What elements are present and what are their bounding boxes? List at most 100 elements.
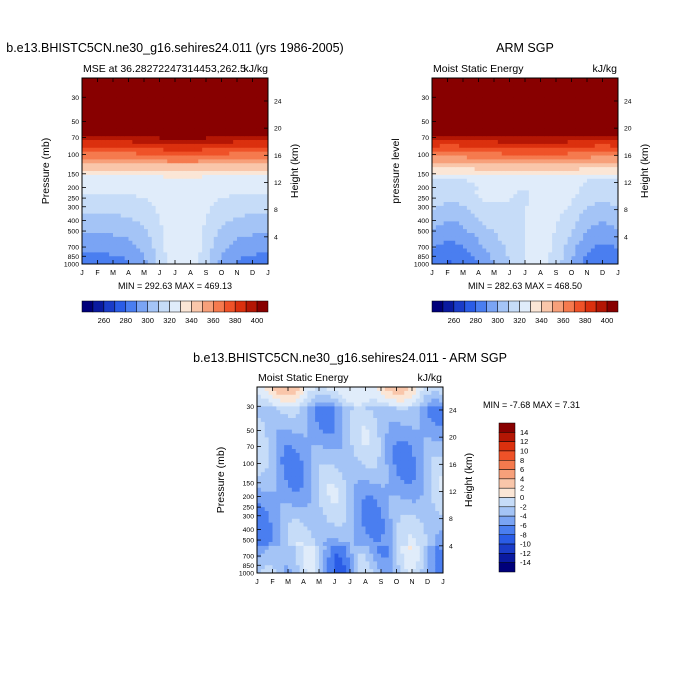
heatmap-cell <box>217 101 222 106</box>
heatmap-cell <box>132 132 137 137</box>
heatmap-cell <box>536 174 541 180</box>
heatmap-cell <box>490 233 495 238</box>
heatmap-cell <box>82 194 87 199</box>
heatmap-cell <box>501 209 507 215</box>
heatmap-cell <box>501 140 507 145</box>
heatmap-cell <box>171 194 176 199</box>
heatmap-cell <box>182 167 188 172</box>
heatmap-cell <box>571 240 576 246</box>
heatmap-cell <box>240 186 246 191</box>
heatmap-cell <box>548 236 553 242</box>
heatmap-cell <box>548 240 553 246</box>
heatmap-cell <box>610 81 615 87</box>
heatmap-cell <box>217 116 222 122</box>
heatmap-cell <box>540 85 545 91</box>
heatmap-cell <box>486 171 491 176</box>
heatmap-cell <box>221 252 226 257</box>
heatmap-cell <box>109 194 114 199</box>
heatmap-cell <box>540 112 545 118</box>
heatmap-cell <box>163 155 168 160</box>
heatmap-cell <box>598 171 603 176</box>
heatmap-cell <box>213 178 219 184</box>
heatmap-cell <box>528 171 534 176</box>
heatmap-cell <box>225 120 230 125</box>
heatmap-cell <box>89 78 95 83</box>
heatmap-cell <box>544 233 549 238</box>
heatmap-cell <box>513 221 518 226</box>
heatmap-cell <box>432 163 437 168</box>
heatmap-cell <box>140 190 145 195</box>
heatmap-cell <box>132 78 137 83</box>
heatmap-cell <box>93 151 98 156</box>
heatmap-cell <box>590 140 596 145</box>
right-tick-label: 12 <box>274 180 282 187</box>
heatmap-cell <box>505 105 510 110</box>
heatmap-cell <box>167 93 172 98</box>
heatmap-cell <box>93 124 98 129</box>
heatmap-cell <box>105 78 110 83</box>
heatmap-cell <box>501 147 507 153</box>
heatmap-cell <box>252 171 257 176</box>
heatmap-cell <box>587 209 592 215</box>
heatmap-cell <box>598 81 603 87</box>
heatmap-cell <box>264 260 269 265</box>
heatmap-cell <box>264 81 269 87</box>
heatmap-cell <box>167 174 172 180</box>
heatmap-cell <box>501 85 507 91</box>
heatmap-cell <box>147 209 153 215</box>
heatmap-cell <box>217 112 222 118</box>
heatmap-cell <box>451 190 456 195</box>
heatmap-cell <box>167 256 172 261</box>
heatmap-cell <box>244 244 250 249</box>
heatmap-cell <box>509 85 514 91</box>
heatmap-cell <box>606 252 611 257</box>
heatmap-cell <box>583 109 588 114</box>
heatmap-cell <box>443 116 448 122</box>
heatmap-cell <box>435 256 441 261</box>
heatmap-cell <box>501 151 507 156</box>
heatmap-cell <box>544 252 549 257</box>
heatmap-cell <box>579 116 584 122</box>
heatmap-cell <box>486 186 491 191</box>
heatmap-cell <box>606 167 611 172</box>
heatmap-cell <box>552 155 557 160</box>
heatmap-cell <box>610 163 615 168</box>
heatmap-cell <box>198 85 203 91</box>
heatmap-cell <box>548 202 553 207</box>
heatmap-cell <box>82 93 87 98</box>
heatmap-cell <box>221 205 226 211</box>
heatmap-cell <box>598 97 603 102</box>
heatmap-cell <box>606 101 611 106</box>
heatmap-cell <box>256 85 261 91</box>
heatmap-cell <box>556 124 561 129</box>
heatmap-cell <box>194 190 199 195</box>
heatmap-cell <box>213 159 219 164</box>
heatmap-cell <box>128 248 133 253</box>
heatmap-cell <box>163 109 168 114</box>
x-tick-label: D <box>600 270 605 277</box>
heatmap-cell <box>240 244 246 249</box>
heatmap-cell <box>202 213 207 218</box>
heatmap-cell <box>579 190 584 195</box>
heatmap-cell <box>178 128 184 133</box>
heatmap-cell <box>264 530 270 535</box>
heatmap-cell <box>229 116 234 122</box>
heatmap-cell <box>509 167 514 172</box>
heatmap-cell <box>171 143 176 149</box>
heatmap-cell <box>206 147 211 153</box>
heatmap-cell <box>237 229 242 234</box>
heatmap-cell <box>171 213 176 218</box>
heatmap-cell <box>109 174 114 180</box>
heatmap-cell <box>229 240 234 246</box>
heatmap-cell <box>455 205 460 211</box>
heatmap-cell <box>463 260 468 265</box>
heatmap-cell <box>109 93 114 98</box>
heatmap-cell <box>470 124 476 129</box>
heatmap-cell <box>89 93 95 98</box>
heatmap-cell <box>136 202 141 207</box>
heatmap-cell <box>147 159 153 164</box>
heatmap-cell <box>583 252 588 257</box>
colorbar-swatch <box>234 300 247 313</box>
heatmap-cell <box>144 229 149 234</box>
heatmap-cell <box>213 78 219 83</box>
